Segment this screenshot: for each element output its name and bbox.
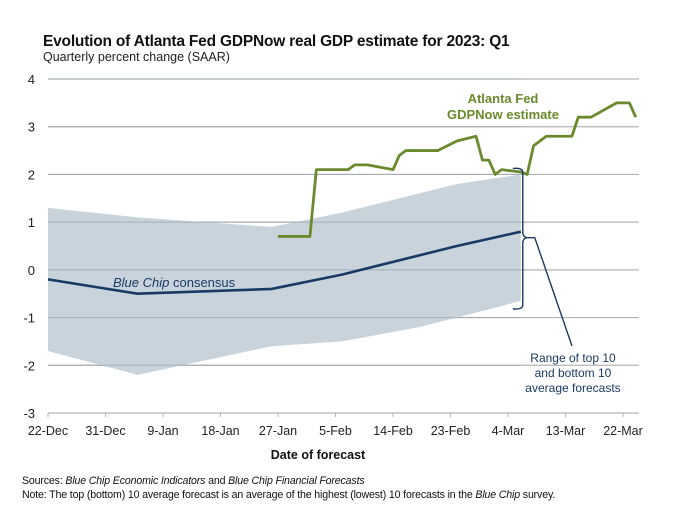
sources-note: Sources: Blue Chip Economic Indicators a…: [22, 475, 365, 487]
range-leader-line: [526, 236, 573, 347]
chart-title: Evolution of Atlanta Fed GDPNow real GDP…: [43, 33, 510, 50]
y-tick-label: -3: [23, 406, 35, 421]
x-tick-label: 5-Feb: [319, 424, 352, 438]
chart-area: 4 3 2 1 0 -1 -2 -3 22-Dec 31-Dec 9-Jan 18-Jan 27-Ja…: [23, 72, 643, 462]
x-axis: 22-Dec 31-Dec 9-Jan 18-Jan 27-Jan 5-Feb 14-Feb…: [28, 412, 643, 438]
x-tick-label: 13-Mar: [546, 424, 586, 438]
y-tick-label: -2: [23, 358, 35, 373]
series-lines: [47, 101, 638, 296]
x-tick-label: 22-Dec: [28, 424, 68, 438]
label-rest: consensus: [169, 275, 235, 290]
y-tick-label: 4: [28, 72, 35, 87]
y-tick-label: 3: [28, 120, 35, 135]
methodology-note: Note: The top (bottom) 10 average foreca…: [22, 489, 556, 501]
range-label-line: and bottom 10: [535, 366, 612, 380]
x-tick-label: 18-Jan: [201, 424, 239, 438]
y-tick-label: 0: [28, 263, 35, 278]
range-band-area: [48, 174, 521, 375]
gdpnow-estimate-line: [278, 101, 638, 238]
y-tick-label: 2: [28, 167, 35, 182]
range-label-line: average forecasts: [525, 381, 620, 395]
x-tick-label: 27-Jan: [259, 424, 297, 438]
x-tick-label: 22-Mar: [603, 424, 643, 438]
y-axis: 4 3 2 1 0 -1 -2 -3: [23, 72, 35, 421]
x-tick-label: 23-Feb: [431, 424, 471, 438]
x-tick-label: 14-Feb: [373, 424, 413, 438]
range-band-layer: [48, 78, 521, 375]
blue-chip-consensus-label: Blue Chip consensus: [113, 275, 236, 290]
gdpnow-label-line: GDPNow estimate: [447, 107, 559, 122]
range-label-line: Range of top 10: [530, 351, 616, 365]
gdpnow-label-line: Atlanta Fed: [468, 91, 539, 106]
x-axis-label: Date of forecast: [271, 448, 366, 462]
y-tick-label: -1: [23, 311, 35, 326]
y-tick-label: 1: [28, 215, 35, 230]
x-tick-label: 4-Mar: [492, 424, 525, 438]
x-tick-label: 9-Jan: [147, 424, 178, 438]
label-italic: Blue Chip: [113, 275, 169, 290]
x-tick-label: 31-Dec: [85, 424, 125, 438]
blue-chip-consensus-line: [47, 230, 522, 296]
chart-subtitle: Quarterly percent change (SAAR): [43, 50, 230, 64]
chart-footer: Sources: Blue Chip Economic Indicators a…: [22, 474, 555, 502]
